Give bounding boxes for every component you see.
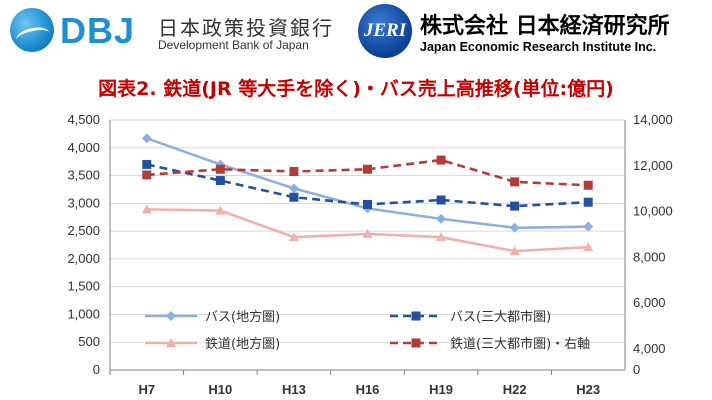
legend-label: 鉄道(三大都市圏)・右軸: [450, 336, 590, 352]
data-point-3: [363, 164, 372, 174]
dbj-logo: DBJ 日本政策投資銀行 Development Bank of Japan: [10, 6, 340, 58]
y-left-tick-label: 4,000: [67, 140, 100, 155]
x-tick-label: H19: [429, 382, 453, 397]
x-tick-label: H16: [356, 382, 380, 397]
y-left-tick-label: 2,500: [67, 223, 100, 238]
dbj-name-en: Development Bank of Japan: [158, 38, 309, 52]
data-point-1: [436, 195, 446, 205]
dbj-letters: DBJ: [60, 10, 136, 51]
legend-label: バス(三大都市圏): [450, 309, 551, 325]
data-point-1: [142, 159, 152, 169]
legend-marker-1: [411, 311, 421, 321]
legend-label: 鉄道(地方圏): [205, 336, 280, 352]
data-point-2: [436, 232, 447, 242]
x-tick-label: H13: [282, 382, 306, 397]
data-point-2: [141, 204, 152, 214]
dbj-globe-icon: [10, 8, 54, 52]
chart-title: 図表2. 鉄道(JR 等大手を除く)・バス売上高推移(単位:億円): [98, 78, 614, 100]
y-left-tick-label: 1,000: [67, 306, 100, 321]
data-point-1: [363, 199, 372, 209]
jeri-mark-icon: [358, 4, 412, 58]
x-tick-label: H23: [576, 382, 600, 397]
y-right-tick-label: 12,000: [633, 158, 673, 173]
y-left-tick-label: 500: [78, 334, 100, 349]
data-point-0: [288, 183, 299, 194]
data-point-0: [436, 213, 447, 224]
data-point-1: [289, 192, 299, 202]
y-left-tick-label: 1,500: [67, 279, 100, 294]
data-point-1: [510, 201, 520, 211]
x-tick-label: H22: [503, 382, 527, 397]
dbj-name-jp: 日本政策投資銀行: [158, 16, 334, 40]
data-point-3: [583, 180, 593, 190]
jeri-name-jp: 株式会社 日本経済研究所: [420, 14, 670, 39]
data-point-2: [288, 232, 299, 242]
legend-marker-0: [166, 311, 176, 321]
data-point-2: [215, 205, 226, 215]
y-right-tick-label: 0: [633, 362, 640, 377]
data-point-3: [510, 177, 520, 187]
data-point-2: [583, 242, 594, 252]
jeri-mark-text: JERI: [363, 20, 407, 41]
header: DBJ 日本政策投資銀行 Development Bank of Japan J…: [0, 0, 712, 64]
y-right-tick-label: 4,000: [633, 341, 666, 356]
y-left-tick-label: 2,000: [67, 251, 100, 266]
legend-label: バス(地方圏): [205, 309, 280, 325]
data-point-0: [509, 222, 520, 233]
data-point-2: [362, 228, 373, 238]
data-point-3: [289, 167, 299, 177]
y-left-tick-label: 4,500: [67, 112, 100, 127]
x-tick-label: H7: [138, 382, 155, 397]
y-left-tick-label: 0: [93, 362, 100, 377]
y-right-tick-label: 8,000: [633, 249, 666, 264]
data-point-3: [215, 164, 225, 174]
y-left-tick-label: 3,000: [67, 195, 100, 210]
y-right-tick-label: 10,000: [633, 204, 673, 219]
y-right-tick-label: 14,000: [633, 112, 673, 127]
jeri-logo: JERI 株式会社 日本経済研究所 Japan Economic Researc…: [358, 4, 708, 60]
legend-marker-2: [166, 338, 176, 347]
y-left-tick-label: 3,500: [67, 168, 100, 183]
data-point-3: [436, 155, 446, 165]
data-point-1: [583, 197, 593, 207]
y-right-tick-label: 6,000: [633, 295, 666, 310]
x-tick-label: H10: [208, 382, 232, 397]
data-point-1: [215, 176, 225, 186]
data-point-0: [141, 133, 152, 144]
legend-marker-3: [411, 338, 421, 348]
jeri-name-en: Japan Economic Research Institute Inc.: [420, 40, 657, 54]
data-point-2: [509, 246, 520, 256]
data-point-0: [583, 221, 594, 232]
data-point-3: [142, 170, 152, 180]
